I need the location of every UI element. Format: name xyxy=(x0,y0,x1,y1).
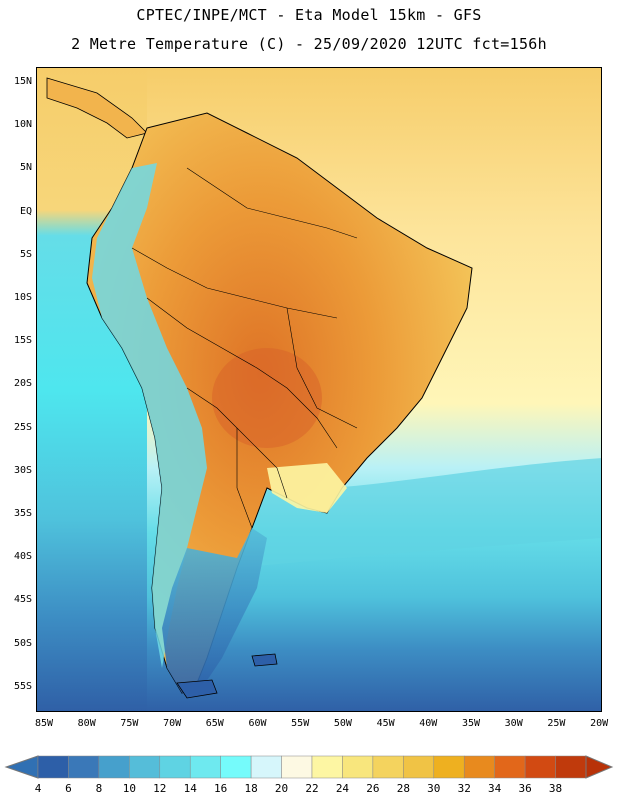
pacific-ocean xyxy=(37,68,147,711)
colorbar-swatch xyxy=(372,755,404,779)
colorbar-swatch xyxy=(555,755,587,779)
colorbar-swatch xyxy=(37,755,69,779)
map-title: CPTEC/INPE/MCT - Eta Model 15km - GFS xyxy=(136,6,482,24)
colorbar-swatch xyxy=(281,755,313,779)
colorbar-label: 8 xyxy=(96,782,103,795)
colorbar-label: 10 xyxy=(123,782,136,795)
colorbar-label: 28 xyxy=(397,782,410,795)
colorbar-label: 30 xyxy=(427,782,440,795)
latitude-label: 35S xyxy=(13,508,32,519)
colorbar-swatch xyxy=(250,755,282,779)
colorbar-label: 22 xyxy=(305,782,318,795)
colorbar-low-arrow xyxy=(4,755,39,779)
colorbar-swatch xyxy=(98,755,130,779)
colorbar-swatch xyxy=(220,755,252,779)
longitude-label: 75W xyxy=(120,718,139,729)
latitude-label: 40S xyxy=(13,551,32,563)
colorbar-label: 36 xyxy=(518,782,531,795)
longitude-label: 65W xyxy=(205,718,224,729)
longitude-label: 35W xyxy=(461,718,481,729)
latitude-label: 20S xyxy=(13,378,32,390)
colorbar-label: 26 xyxy=(366,782,379,795)
colorbar-label: 12 xyxy=(153,782,166,795)
country-borders xyxy=(131,167,358,529)
colorbar-label: 38 xyxy=(549,782,562,795)
colorbar-label: 18 xyxy=(244,782,257,795)
colorbar-swatch xyxy=(189,755,221,779)
colorbar-high-arrow xyxy=(585,755,614,779)
longitude-label: 80W xyxy=(77,718,96,729)
patagonia-region xyxy=(162,528,267,693)
longitude-label: 85W xyxy=(34,718,54,729)
latitude-label: 30S xyxy=(13,464,32,476)
colorbar-swatch xyxy=(342,755,374,779)
colorbar-label: 20 xyxy=(275,782,288,795)
latitude-label: 5N xyxy=(19,162,32,174)
colorbar-swatch xyxy=(311,755,343,779)
colorbar-swatch xyxy=(129,755,161,779)
colorbar-swatch xyxy=(403,755,435,779)
colorbar-swatch xyxy=(433,755,465,779)
colorbar-label: 4 xyxy=(35,782,42,795)
latitude-label: 5S xyxy=(19,248,32,260)
colorbar-swatch xyxy=(494,755,526,779)
latitude-label: 50S xyxy=(13,637,32,649)
colorbar-label: 6 xyxy=(65,782,72,795)
colorbar-swatch xyxy=(463,755,495,779)
latitude-label: 15S xyxy=(13,335,32,347)
latitude-label: 10S xyxy=(13,292,32,303)
falkland-islands xyxy=(251,653,278,667)
andes-region xyxy=(92,163,207,668)
tierra-del-fuego xyxy=(176,679,218,699)
colorbar-swatch xyxy=(68,755,100,779)
map-subtitle: 2 Metre Temperature (C) - 25/09/2020 12U… xyxy=(71,35,547,53)
colorbar-label: 24 xyxy=(336,782,350,795)
temperature-map xyxy=(36,67,602,712)
latitude-label: 55S xyxy=(13,680,32,692)
cool-ocean-band xyxy=(237,458,601,568)
longitude-label: 70W xyxy=(163,718,182,729)
longitude-label: 25W xyxy=(547,718,566,729)
latitude-label: EQ xyxy=(19,205,32,217)
colorbar-swatch xyxy=(524,755,556,779)
longitude-label: 30W xyxy=(504,718,523,729)
longitude-label: 55W xyxy=(291,718,310,729)
latitude-label: 25S xyxy=(13,421,32,433)
latitude-label: 45S xyxy=(13,594,32,606)
colorbar-label: 32 xyxy=(458,782,471,795)
colorbar-label: 34 xyxy=(488,782,502,795)
colorbar-swatch xyxy=(159,755,191,779)
uruguay-zone xyxy=(267,463,347,513)
latitude-label: 15N xyxy=(13,76,32,87)
longitude-label: 20W xyxy=(590,718,609,729)
longitude-label: 40W xyxy=(419,718,438,729)
map-canvas xyxy=(37,68,601,711)
longitude-label: 45W xyxy=(376,718,395,729)
central-america xyxy=(46,77,148,139)
latitude-label: 10N xyxy=(13,119,32,131)
colorbar-label: 16 xyxy=(214,782,227,795)
colorbar-label: 14 xyxy=(184,782,198,795)
color-scale-legend: 4 6 8 10 12 14 16 18 20 22 24 26 28 30 32 34 36 38 xyxy=(4,755,614,795)
longitude-label: 60W xyxy=(248,718,267,729)
hot-core xyxy=(212,348,322,448)
longitude-label: 50W xyxy=(333,718,352,729)
